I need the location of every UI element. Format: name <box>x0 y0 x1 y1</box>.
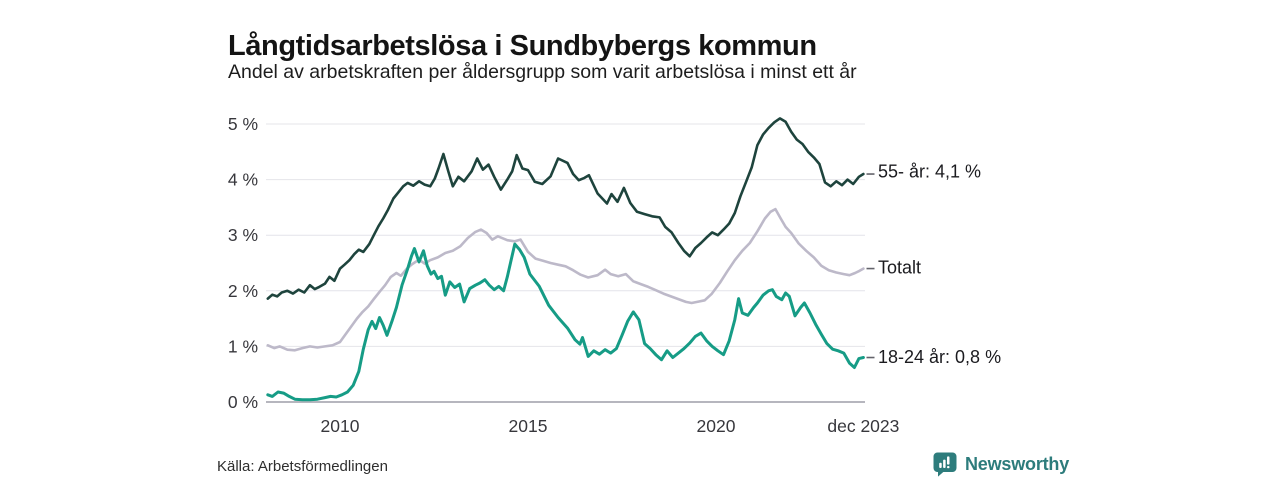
source-note: Källa: Arbetsförmedlingen <box>217 458 388 475</box>
series-end-label-18-24-ar: 18-24 år: 0,8 % <box>878 347 1001 367</box>
y-tick-label: 1 % <box>228 336 258 356</box>
series-line-55-ar <box>266 117 865 300</box>
chart-subtitle: Andel av arbetskraften per åldersgrupp s… <box>228 61 857 83</box>
x-tick-label: 2015 <box>509 416 548 436</box>
x-tick-label: 2010 <box>321 416 360 436</box>
y-tick-label: 2 % <box>228 281 258 301</box>
series-line-18-24-ar <box>266 242 865 402</box>
y-tick-label: 3 % <box>228 225 258 245</box>
chart-title: Långtidsarbetslösa i Sundbybergs kommun <box>228 30 817 63</box>
newsworthy-logo-icon <box>932 451 958 477</box>
series-end-label-totalt: Totalt <box>878 257 921 277</box>
y-tick-label: 0 % <box>228 392 258 412</box>
newsworthy-brand-label: Newsworthy <box>965 453 1070 474</box>
x-tick-label: dec 2023 <box>827 416 899 436</box>
y-tick-label: 4 % <box>228 170 258 190</box>
series-end-label-55-ar: 55- år: 4,1 % <box>878 161 981 181</box>
series-line-totalt <box>266 207 865 352</box>
newsworthy-brand-link[interactable]: Newsworthy <box>932 450 1069 478</box>
x-tick-label: 2020 <box>697 416 736 436</box>
y-tick-label: 5 % <box>228 114 258 134</box>
